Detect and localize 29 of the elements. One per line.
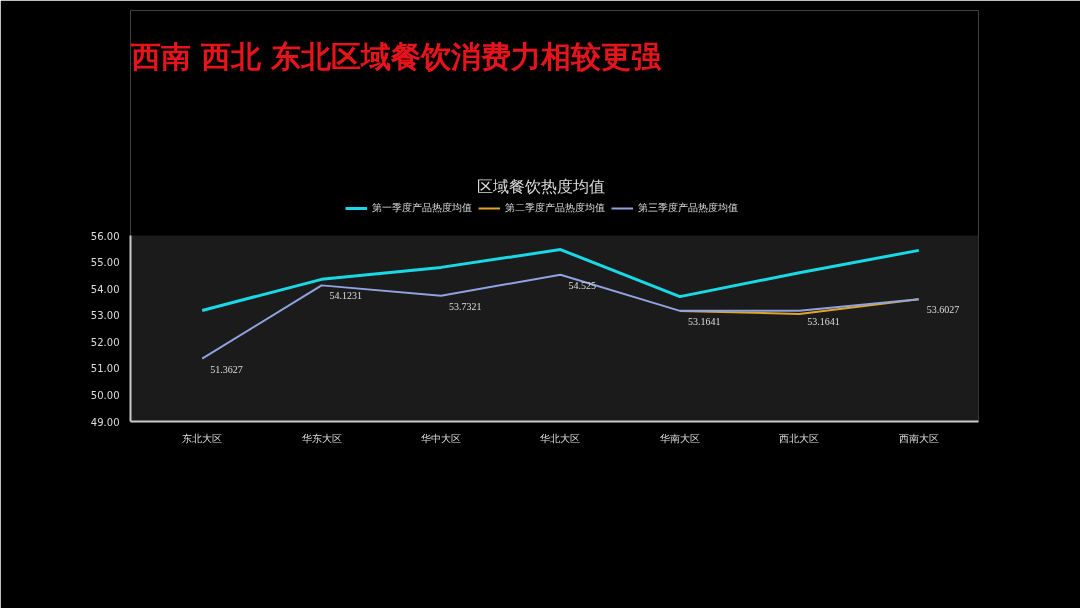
y-tick-label: 51.00 [90, 363, 120, 375]
legend-label: 第三季度产品热度均值 [638, 201, 738, 215]
y-tick-label: 50.00 [90, 389, 120, 401]
x-tick-label: 西南大区 [898, 432, 939, 444]
legend-label: 第二季度产品热度均值 [505, 201, 605, 215]
y-tick-label: 49.00 [90, 416, 120, 428]
x-tick-label: 东北大区 [182, 432, 223, 444]
y-tick-label: 55.00 [90, 257, 120, 269]
data-label: 51.3627 [210, 363, 243, 375]
y-tick-label: 56.00 [90, 230, 120, 242]
line-series [201, 273, 920, 360]
y-tick-label: 53.00 [90, 310, 120, 322]
x-tick-label: 西北大区 [779, 432, 820, 444]
data-label: 53.7321 [449, 300, 482, 312]
y-tick-label: 52.00 [90, 336, 120, 348]
chart-title: 西南 西北 东北区域餐饮消费力相较更强 [129, 38, 663, 74]
data-label: 53.1641 [807, 315, 840, 327]
legend-label: 第一季度产品热度均值 [372, 201, 472, 215]
x-tick-label: 华东大区 [301, 432, 342, 444]
x-tick-label: 华北大区 [540, 432, 581, 444]
data-label: 54.1231 [329, 290, 363, 302]
x-tick-label: 华中大区 [421, 432, 462, 444]
y-tick-label: 54.00 [90, 283, 120, 295]
x-tick-label: 华南大区 [659, 432, 700, 444]
data-label: 53.6027 [926, 304, 960, 316]
data-label: 54.525 [568, 279, 596, 291]
line-series [200, 248, 921, 312]
data-label: 53.1641 [687, 315, 721, 327]
chart-subtitle: 区域餐饮热度均值 [476, 176, 605, 196]
